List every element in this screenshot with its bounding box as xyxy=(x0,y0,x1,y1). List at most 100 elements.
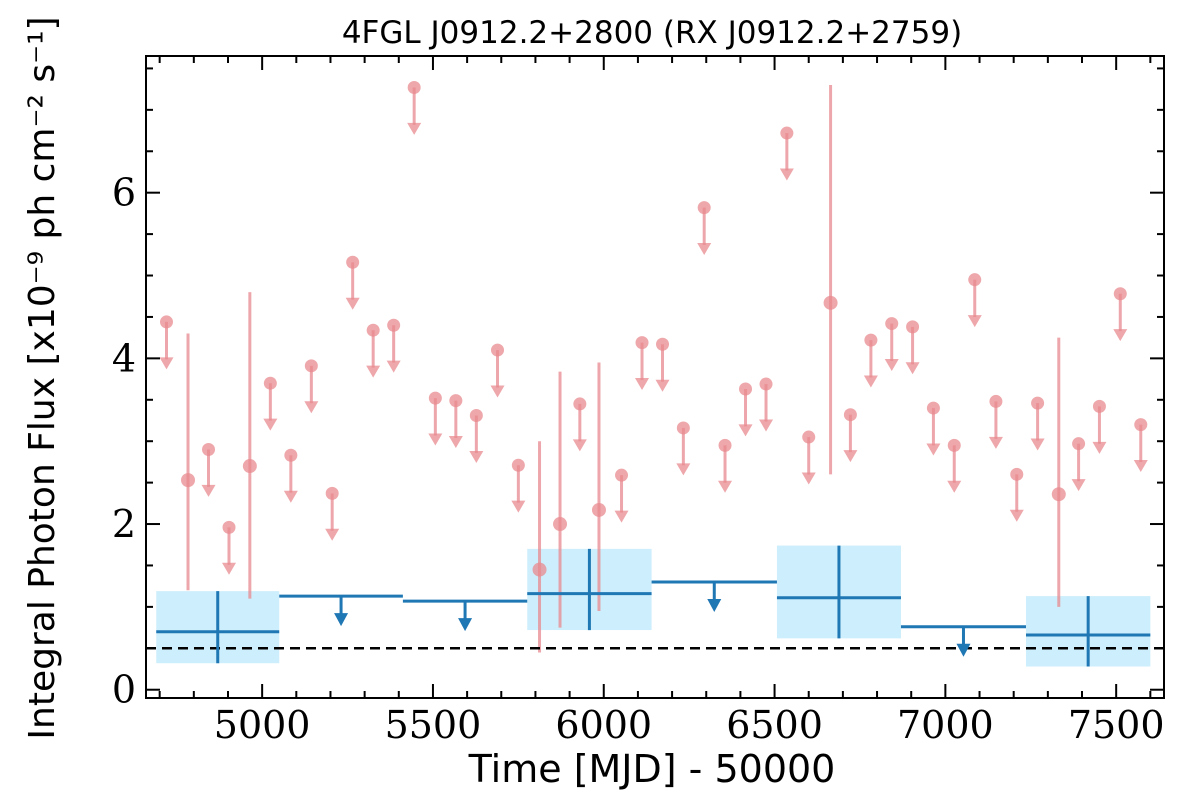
short-bin-upper-limit-point xyxy=(968,273,982,287)
short-bin-upper-limit-point xyxy=(1134,418,1148,432)
short-bin-upper-limit-arrow xyxy=(779,168,794,181)
short-bin-point xyxy=(591,502,606,517)
short-bin-upper-limit-point xyxy=(325,486,339,500)
short-bin-upper-limit-point xyxy=(697,201,711,215)
short-bin-point xyxy=(553,517,568,532)
short-bin-upper-limit-arrow xyxy=(947,480,962,493)
short-bin-upper-limit-arrow xyxy=(759,419,774,432)
short-bin-point xyxy=(823,295,838,310)
short-bin-upper-limit-arrow xyxy=(1009,509,1024,522)
short-bin-upper-limit-arrow xyxy=(926,443,941,456)
short-bin-upper-limit-arrow xyxy=(718,480,733,493)
x-tick-label: 6000 xyxy=(555,703,652,747)
short-bin-upper-limit-arrow xyxy=(159,357,174,370)
short-bin-upper-limit-arrow xyxy=(863,375,878,388)
long-bin-upper-limit-arrow xyxy=(458,618,473,632)
short-bin-points xyxy=(159,80,1148,653)
short-bin-upper-limit-point xyxy=(304,359,318,373)
short-bin-upper-limit-point xyxy=(428,391,442,405)
short-bin-upper-limit-point xyxy=(989,394,1003,408)
short-bin-upper-limit-arrow xyxy=(905,362,920,375)
short-bin-upper-limit-arrow xyxy=(572,439,587,452)
short-bin-upper-limit-point xyxy=(1010,467,1024,481)
short-bin-upper-limit-point xyxy=(469,409,483,423)
short-bin-upper-limit-point xyxy=(284,448,298,462)
x-tick-label: 6500 xyxy=(726,703,823,747)
y-tick-label: 2 xyxy=(112,502,136,546)
short-bin-upper-limit-point xyxy=(1031,396,1045,410)
y-tick-label: 6 xyxy=(112,171,136,215)
long-bin-upper-limit-arrow xyxy=(707,599,722,613)
short-bin-upper-limit-arrow xyxy=(469,450,484,463)
short-bin-upper-limit-point xyxy=(759,377,773,391)
short-bin-upper-limit-point xyxy=(635,336,649,350)
long-bin-points xyxy=(156,545,1151,667)
short-bin-upper-limit-point xyxy=(366,323,380,337)
short-bin-upper-limit-point xyxy=(885,317,899,331)
short-bin-upper-limit-arrow xyxy=(655,379,670,392)
short-bin-upper-limit-point xyxy=(676,421,690,435)
short-bin-upper-limit-arrow xyxy=(1092,441,1107,454)
short-bin-upper-limit-point xyxy=(222,520,236,534)
chart-title: 4FGL J0912.2+2800 (RX J0912.2+2759) xyxy=(342,15,962,51)
short-bin-upper-limit-arrow xyxy=(428,433,443,446)
short-bin-upper-limit-point xyxy=(491,343,505,357)
short-bin-upper-limit-point xyxy=(615,468,629,482)
short-bin-upper-limit-point xyxy=(802,430,816,444)
short-bin-upper-limit-arrow xyxy=(801,472,816,485)
short-bin-upper-limit-point xyxy=(864,333,878,347)
short-bin-upper-limit-arrow xyxy=(1133,460,1148,473)
x-tick-label: 5500 xyxy=(385,703,482,747)
short-bin-upper-limit-arrow xyxy=(843,450,858,463)
y-axis-label: Integral Photon Flux [x10⁻⁹ ph cm⁻² s⁻¹] xyxy=(22,16,63,739)
short-bin-upper-limit-arrow xyxy=(490,385,505,398)
short-bin-upper-limit-point xyxy=(202,442,216,456)
y-tick-label: 4 xyxy=(112,336,136,380)
plot-frame xyxy=(145,55,1165,699)
short-bin-point xyxy=(532,562,547,577)
short-bin-point xyxy=(242,459,257,474)
short-bin-upper-limit-arrow xyxy=(967,315,982,328)
y-tick-label: 0 xyxy=(112,668,136,712)
tick-marks: 5000 5500 6000 6500 7000 7500 0 2 4 6 xyxy=(112,56,1165,747)
short-bin-upper-limit-point xyxy=(346,255,360,269)
short-bin-upper-limit-arrow xyxy=(676,463,691,476)
short-bin-upper-limit-arrow xyxy=(884,358,899,371)
short-bin-upper-limit-arrow xyxy=(1030,438,1045,451)
short-bin-upper-limit-point xyxy=(947,438,961,452)
short-bin-upper-limit-point xyxy=(780,126,794,140)
short-bin-point xyxy=(1051,487,1066,502)
x-axis-label: Time [MJD] - 50000 xyxy=(468,747,836,791)
short-bin-upper-limit-arrow xyxy=(283,490,298,503)
short-bin-upper-limit-arrow xyxy=(407,122,422,135)
short-bin-upper-limit-point xyxy=(843,408,857,422)
short-bin-upper-limit-arrow xyxy=(614,510,629,523)
short-bin-upper-limit-arrow xyxy=(325,528,340,541)
short-bin-upper-limit-point xyxy=(906,320,920,334)
short-bin-upper-limit-arrow xyxy=(1113,329,1128,342)
short-bin-upper-limit-point xyxy=(407,80,421,94)
short-bin-upper-limit-point xyxy=(656,337,670,351)
short-bin-upper-limit-point xyxy=(511,458,525,472)
x-tick-label: 7000 xyxy=(897,703,994,747)
short-bin-upper-limit-point xyxy=(739,382,753,396)
long-bin-upper-limit-arrow xyxy=(956,643,971,657)
short-bin-upper-limit-arrow xyxy=(304,401,319,414)
short-bin-upper-limit-arrow xyxy=(263,418,278,431)
short-bin-upper-limit-arrow xyxy=(201,484,216,497)
short-bin-upper-limit-point xyxy=(1072,437,1086,451)
short-bin-upper-limit-point xyxy=(387,318,401,332)
short-bin-upper-limit-arrow xyxy=(1071,479,1086,492)
short-bin-point xyxy=(181,473,196,488)
x-tick-label: 5000 xyxy=(214,703,311,747)
short-bin-upper-limit-point xyxy=(718,438,732,452)
short-bin-upper-limit-point xyxy=(1113,287,1127,301)
short-bin-upper-limit-arrow xyxy=(635,378,650,391)
axes xyxy=(145,55,1165,699)
short-bin-upper-limit-point xyxy=(159,315,173,329)
short-bin-upper-limit-arrow xyxy=(448,436,463,449)
short-bin-upper-limit-point xyxy=(263,376,277,390)
short-bin-upper-limit-point xyxy=(573,397,587,411)
short-bin-upper-limit-arrow xyxy=(386,360,401,373)
